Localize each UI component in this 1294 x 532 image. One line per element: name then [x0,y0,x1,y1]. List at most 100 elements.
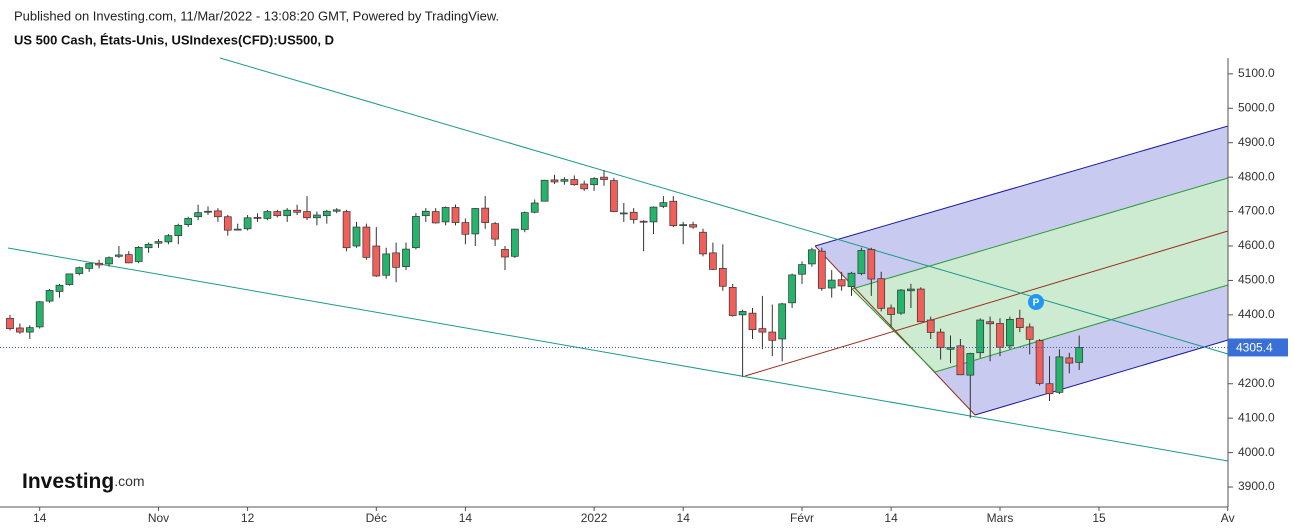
y-tick-label: 4000.0 [1238,445,1275,459]
candle-body [916,288,925,323]
logo-suffix: .com [114,473,144,489]
candle-body [847,272,856,287]
candle-body [817,250,826,289]
last-price-label: 4305.4 [1236,341,1273,355]
x-tick-label: 15 [1092,511,1106,525]
candle-body [659,202,668,207]
y-tick-label: 5100.0 [1238,66,1275,80]
candle-body [877,278,886,309]
candle-body [1006,318,1014,347]
candle-body [332,209,341,212]
candle-body [748,312,757,331]
y-tick-label: 5000.0 [1238,100,1275,114]
pitchfork-inner-base [851,288,936,373]
candle-body [105,257,113,265]
candle-body [709,252,717,270]
candle-body [1025,326,1034,340]
candle-body [253,217,262,219]
candle-body [431,211,440,224]
x-tick-label: 14 [33,511,47,525]
candle-body [689,224,697,228]
candle-body [718,268,727,287]
candle-body [837,279,846,287]
candle-body [619,212,628,215]
candle-body [1045,383,1054,395]
candle-body [95,262,103,266]
candle-body [827,279,836,289]
candle-body [649,206,658,223]
candle-body [263,211,272,219]
candle-body [372,245,381,277]
candle-body [421,210,430,217]
candle-body [550,179,559,183]
candle-body [55,284,64,292]
candle-body [946,347,955,350]
candle-body [303,211,311,219]
x-tick-label: Nov [148,511,169,525]
x-tick-label: 12 [241,511,255,525]
candle-body [511,228,519,257]
candle-body [293,209,301,213]
x-tick-label: 14 [459,511,473,525]
candle-body [481,207,490,223]
y-tick-label: 4800.0 [1238,169,1275,183]
header: Published on Investing.com, 11/Mar/2022 … [14,8,499,23]
x-tick-label: Mars [987,511,1014,525]
y-tick-label: 4100.0 [1238,410,1275,424]
candle-body [471,208,480,235]
candle-body [441,207,450,223]
candle-body [758,328,767,333]
candle-body [273,211,282,217]
candle-body [154,241,163,244]
y-tick-label: 4400.0 [1238,307,1275,321]
candle-body [223,216,232,231]
x-tick-label: Av [1221,511,1235,525]
logo-text: Investing [22,470,114,493]
candle-body [639,220,648,223]
candle-body [174,224,183,237]
candle-body [996,323,1004,348]
candle-body [115,254,123,257]
pitchfork-lower [974,339,1229,416]
candle-body [45,290,54,302]
chart-title: US 500 Cash, États-Unis, USIndexes(CFD):… [14,32,334,47]
candle-body [1065,357,1074,364]
candle-body [926,319,935,333]
candle-body [1015,317,1024,328]
candle-body [570,179,579,186]
candle-body [65,273,74,285]
x-tick-label: 2022 [581,511,608,525]
drawings [7,57,1229,462]
logo: Investing.com [22,470,145,493]
candle-body [1055,356,1064,393]
candle-body [25,327,34,333]
x-tick-label: 14 [884,511,898,525]
candle-body [728,286,737,316]
candle-body [204,210,212,213]
candle-body [966,353,975,376]
candle-body [184,218,193,226]
candle-body [313,214,321,219]
candle-body [956,345,965,376]
candle-body [392,252,400,268]
candle-body [540,179,549,202]
pitchfork-inner-upper [851,177,1229,290]
pitchfork-inner-zone [852,178,1228,372]
candle-body [124,254,133,264]
candle-body [530,202,539,213]
candle-body [352,226,361,247]
candle-body [778,303,787,340]
candle-body [897,289,905,314]
candle-body [986,321,994,325]
candle-body [85,263,94,269]
candle-body [451,207,460,223]
candle-body [362,226,371,258]
y-tick-label: 4600.0 [1238,238,1275,252]
trend-line-lower [7,247,1229,462]
candle-body [1075,347,1084,363]
candle-body [699,231,707,255]
candle-body [402,248,410,268]
candle-body [907,288,915,292]
candle-body [867,249,876,280]
